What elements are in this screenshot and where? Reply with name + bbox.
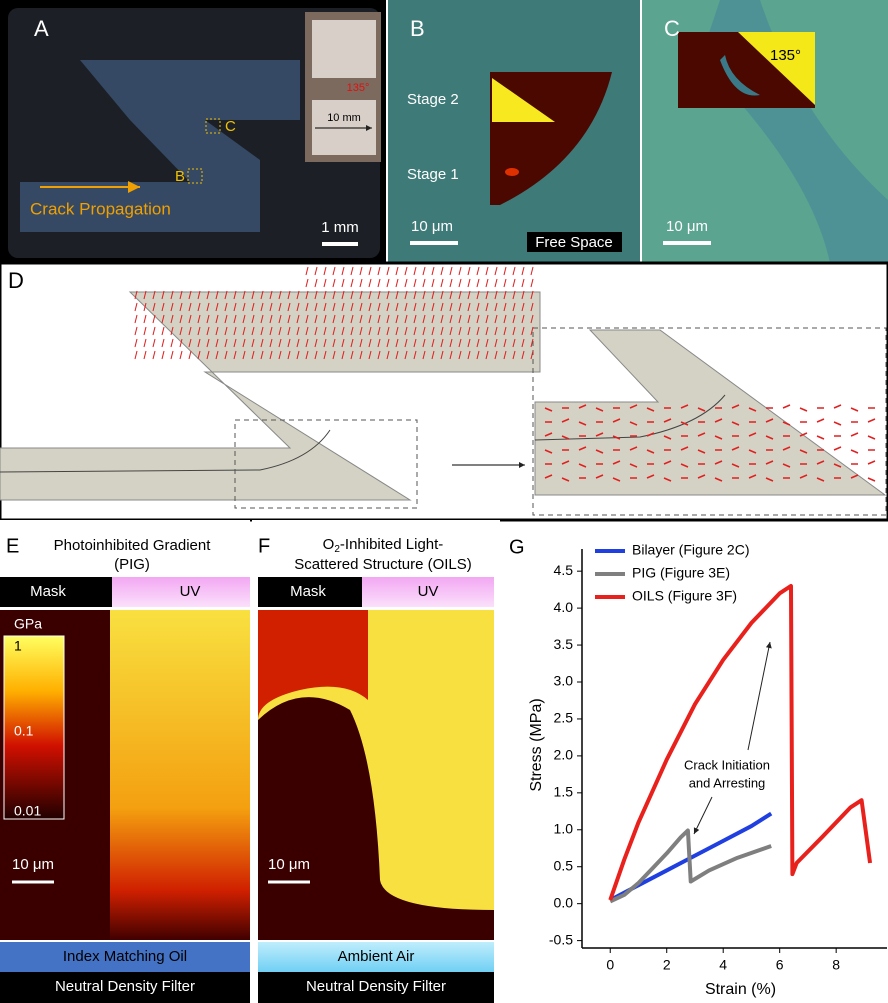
panel-g: G Crack Initiation and Arresting -0.5 0.0… bbox=[509, 536, 887, 998]
inset-part bbox=[312, 20, 376, 78]
x-tick-label: 8 bbox=[832, 957, 840, 973]
panel-f: F O2-Inhibited Light- Scattered Structur… bbox=[252, 520, 500, 1003]
mask-label: Mask bbox=[30, 583, 66, 600]
scale-label: 10 μm bbox=[268, 856, 310, 873]
y-tick-label: 3.0 bbox=[554, 673, 574, 689]
panel-title: Scattered Structure (OILS) bbox=[294, 556, 472, 573]
scale-label: 10 μm bbox=[666, 218, 708, 235]
y-tick-label: 2.5 bbox=[554, 710, 574, 726]
panel-d: D bbox=[0, 263, 888, 520]
inset-scale: 10 mm bbox=[327, 112, 361, 124]
y-tick-label: 1.0 bbox=[554, 820, 574, 836]
medium-label: Index Matching Oil bbox=[63, 948, 187, 965]
uv-label: UV bbox=[180, 583, 201, 600]
mark-b: B bbox=[175, 168, 185, 185]
filter-label: Neutral Density Filter bbox=[55, 978, 195, 995]
medium-label: Ambient Air bbox=[338, 948, 415, 965]
legend-label: Bilayer (Figure 2C) bbox=[632, 542, 749, 558]
panel-letter: G bbox=[509, 536, 525, 558]
stage2-label: Stage 2 bbox=[407, 91, 459, 108]
x-axis-label: Strain (%) bbox=[705, 981, 776, 998]
angle-label: 135° bbox=[770, 47, 801, 64]
y-tick-label: 0.0 bbox=[554, 894, 574, 910]
panel-letter: B bbox=[410, 16, 425, 41]
colorbar-tick: 0.01 bbox=[14, 803, 41, 819]
mark-c: C bbox=[225, 118, 236, 135]
y-tick-label: 3.5 bbox=[554, 636, 574, 652]
x-tick-label: 2 bbox=[663, 957, 671, 973]
legend-label: OILS (Figure 3F) bbox=[632, 588, 737, 604]
stage1-label: Stage 1 bbox=[407, 166, 459, 183]
panel-a: 10 mm 135° C B Crack Propagation 1 mm A bbox=[0, 0, 386, 263]
x-tick-label: 6 bbox=[776, 957, 784, 973]
y-tick-label: 4.5 bbox=[554, 562, 574, 578]
data-line bbox=[610, 831, 771, 902]
panel-c: 135° 10 μm C bbox=[642, 0, 888, 263]
x-tick-label: 4 bbox=[719, 957, 727, 973]
annotation: and Arresting bbox=[689, 775, 766, 790]
uv-label: UV bbox=[418, 583, 439, 600]
data-line bbox=[610, 586, 870, 900]
y-tick-label: 1.5 bbox=[554, 784, 574, 800]
legend-label: PIG (Figure 3E) bbox=[632, 565, 730, 581]
panel-letter: F bbox=[258, 535, 270, 557]
annotation: Crack Initiation bbox=[684, 757, 770, 772]
y-tick-label: 2.0 bbox=[554, 747, 574, 763]
panel-b: Stage 2 Stage 1 10 μm Free Space B bbox=[388, 0, 640, 263]
mask-label: Mask bbox=[290, 583, 326, 600]
page: 10 mm 135° C B Crack Propagation 1 mm A … bbox=[0, 0, 888, 1003]
x-tick-label: 0 bbox=[606, 957, 614, 973]
colorbar bbox=[4, 636, 64, 819]
annotation-arrow bbox=[748, 642, 770, 750]
colorbar-tick: 0.1 bbox=[14, 723, 34, 739]
free-space-label: Free Space bbox=[535, 234, 613, 251]
annotation-arrow bbox=[694, 797, 712, 834]
colorbar-tick: 1 bbox=[14, 638, 22, 654]
scale-label: 10 μm bbox=[411, 218, 453, 235]
panel-letter: D bbox=[8, 268, 24, 293]
image-bright bbox=[110, 610, 250, 940]
panel-title: Photoinhibited Gradient bbox=[54, 537, 212, 554]
title-part: -Inhibited Light- bbox=[340, 536, 443, 553]
figure: 10 mm 135° C B Crack Propagation 1 mm A … bbox=[0, 0, 888, 1003]
y-tick-label: -0.5 bbox=[549, 931, 573, 947]
title-part: O bbox=[323, 536, 335, 553]
angle-label: 135° bbox=[347, 82, 370, 94]
y-tick-label: 0.5 bbox=[554, 857, 574, 873]
scale-label: 10 μm bbox=[12, 856, 54, 873]
filter-label: Neutral Density Filter bbox=[306, 978, 446, 995]
scale-label: 1 mm bbox=[321, 219, 359, 236]
crack-label: Crack Propagation bbox=[30, 199, 171, 218]
panel-letter: C bbox=[664, 16, 680, 41]
panel-letter: A bbox=[34, 16, 49, 41]
panel-e: E Photoinhibited Gradient (PIG) Mask UV … bbox=[0, 520, 250, 1003]
y-tick-label: 4.0 bbox=[554, 599, 574, 615]
panel-title: O2-Inhibited Light- bbox=[323, 536, 444, 555]
stage1-shape bbox=[505, 168, 519, 176]
y-axis-label: Stress (MPa) bbox=[528, 698, 545, 791]
panel-letter: E bbox=[6, 535, 19, 557]
colorbar-unit: GPa bbox=[14, 616, 42, 632]
panel-title: (PIG) bbox=[114, 556, 150, 573]
